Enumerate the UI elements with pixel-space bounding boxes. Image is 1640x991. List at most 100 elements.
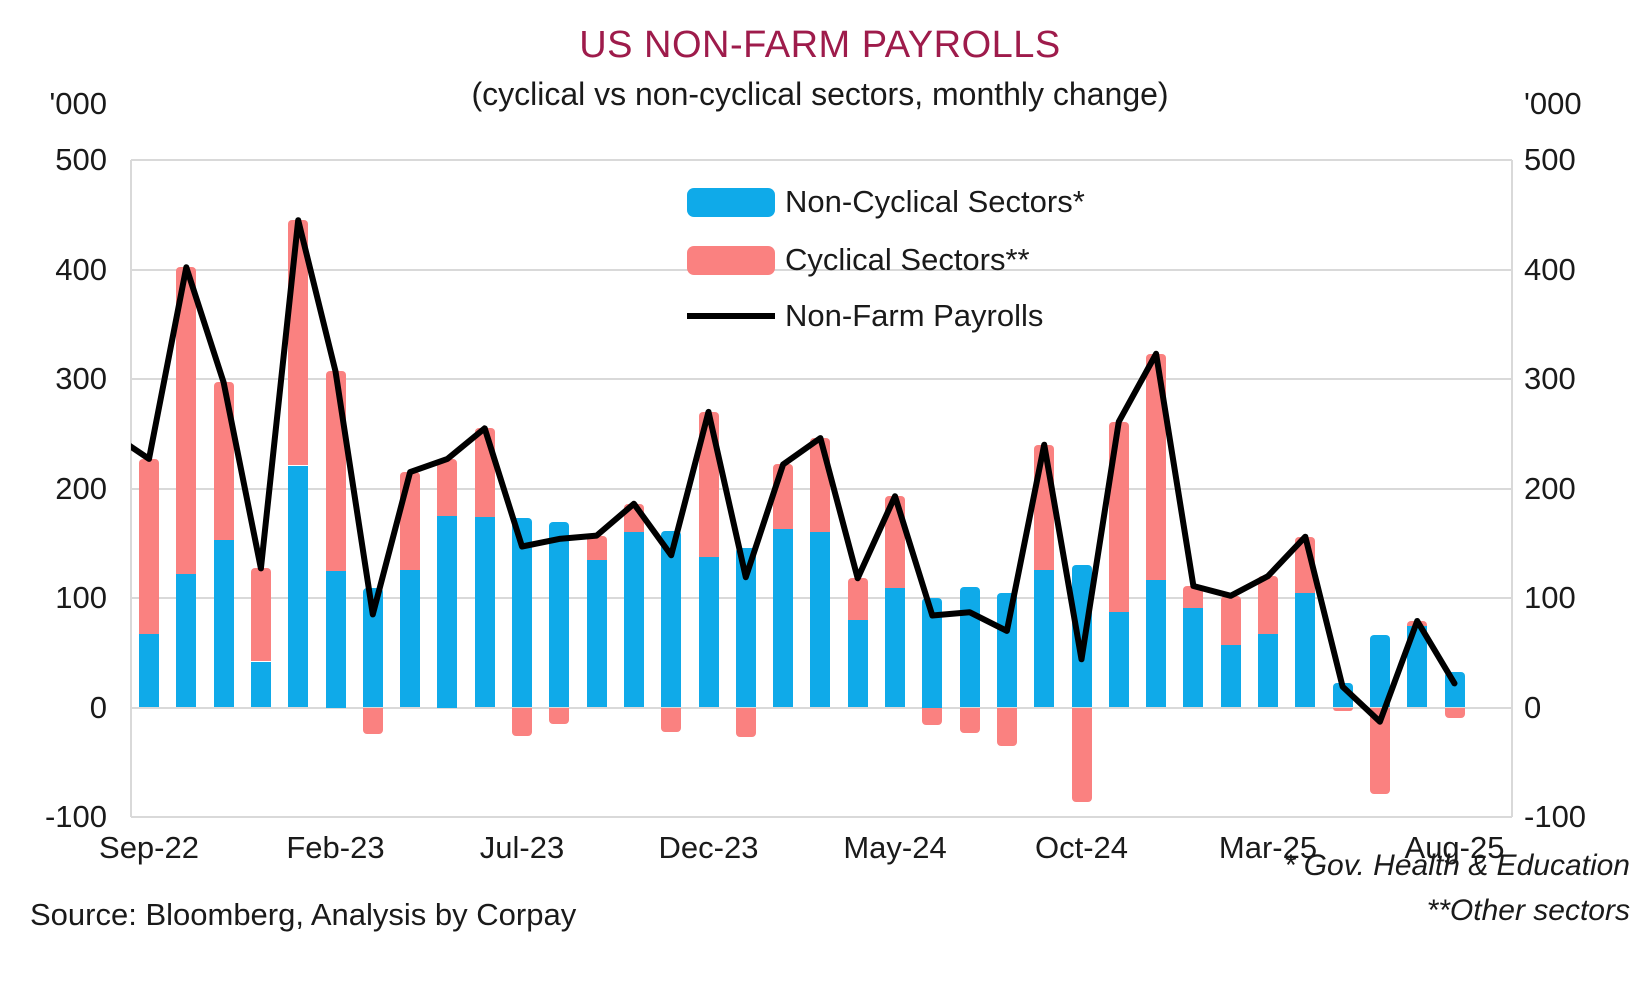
bar-non-cyclical-Jun-24: [922, 598, 943, 708]
bar-cyclical-Nov-22: [213, 382, 234, 540]
bar-non-cyclical-Jul-23: [512, 518, 532, 708]
bar-cyclical-Jan-24: [735, 707, 756, 738]
bar-cyclical-Sep-22: [139, 458, 159, 635]
bar-cyclical-May-25: [1332, 707, 1353, 711]
bar-cyclical-Oct-22: [176, 267, 197, 574]
bar-non-cyclical-May-23: [437, 515, 458, 708]
bar-cyclical-Nov-24: [1108, 421, 1129, 613]
bar-non-cyclical-May-25: [1332, 683, 1353, 708]
bar-cyclical-Oct-24: [1071, 707, 1092, 802]
y-tick-label-left: 0: [89, 689, 107, 725]
bar-non-cyclical-Mar-24: [810, 532, 831, 708]
bar-cyclical-Dec-22: [250, 568, 271, 662]
gridline-500: [131, 159, 1512, 161]
bar-cyclical-Sep-24: [1034, 444, 1055, 570]
bar-cyclical-Mar-25: [1258, 576, 1278, 635]
x-tick-label-Oct-24: Oct-24: [1034, 830, 1129, 865]
non-cyclical-swatch-icon: [687, 187, 775, 217]
y-tick-label-right: 300: [1524, 361, 1576, 396]
y-tick-label-right: 400: [1524, 251, 1576, 287]
bar-cyclical-Feb-25: [1220, 595, 1241, 646]
gridline--100: [131, 816, 1512, 818]
bar-non-cyclical-Jul-24: [959, 587, 980, 708]
x-tick-label-Mar-25: Mar-25: [1218, 830, 1318, 865]
y-tick-label-right: -100: [1524, 799, 1587, 834]
y-tick-label-left: 300: [55, 361, 107, 396]
bar-cyclical-Aug-25: [1444, 707, 1465, 719]
bar-non-cyclical-Apr-25: [1295, 592, 1316, 708]
y-tick-label-left: 400: [55, 251, 107, 287]
y-tick-label-right: 0: [1524, 689, 1542, 725]
bar-cyclical-Sep-23: [586, 535, 607, 560]
bar-non-cyclical-Jan-25: [1183, 607, 1204, 708]
footnote-gov-health-education: * Gov. Health & Education: [1283, 849, 1630, 882]
bar-cyclical-Jun-23: [474, 428, 495, 517]
plot-border-right: [1511, 160, 1513, 817]
bar-non-cyclical-Mar-23: [362, 588, 383, 708]
legend-item-payrolls-line: Non-Farm Payrolls: [687, 296, 1043, 336]
bar-cyclical-Jul-24: [959, 707, 980, 733]
x-tick-label-Jul-23: Jul-23: [479, 830, 565, 865]
bar-non-cyclical-Jan-23: [288, 465, 309, 708]
bar-non-cyclical-Feb-23: [325, 570, 346, 708]
bar-cyclical-Feb-23: [325, 371, 346, 571]
bar-non-cyclical-Nov-24: [1108, 612, 1129, 708]
bar-non-cyclical-Dec-23: [698, 557, 719, 708]
y-tick-label-left: -100: [44, 799, 107, 834]
bar-cyclical-Jul-25: [1407, 620, 1428, 627]
bar-non-cyclical-Feb-24: [773, 529, 794, 708]
bar-cyclical-Mar-24: [810, 438, 831, 533]
bar-cyclical-Aug-23: [549, 707, 570, 724]
y-tick-label-left: 100: [55, 580, 107, 615]
x-tick-label-May-24: May-24: [843, 830, 947, 865]
y-tick-label-right: 200: [1524, 470, 1576, 506]
bar-cyclical-Jun-25: [1369, 707, 1390, 794]
bar-cyclical-Apr-25: [1295, 536, 1316, 593]
bar-non-cyclical-Sep-23: [586, 559, 607, 708]
bar-cyclical-Mar-23: [362, 707, 383, 734]
bar-cyclical-Dec-24: [1146, 353, 1167, 581]
x-tick-label-Feb-23: Feb-23: [286, 830, 385, 865]
plot-border-left: [130, 160, 132, 817]
bar-non-cyclical-Oct-23: [623, 532, 644, 708]
x-tick-label-Dec-23: Dec-23: [658, 830, 759, 865]
chart-subtitle: (cyclical vs non-cyclical sectors, month…: [471, 76, 1169, 112]
bar-cyclical-May-24: [885, 496, 905, 589]
bar-cyclical-Apr-24: [847, 578, 868, 620]
bar-cyclical-Dec-23: [698, 411, 719, 558]
bar-non-cyclical-Mar-25: [1258, 634, 1278, 708]
y-tick-label-left: 500: [55, 142, 107, 177]
payrolls-line-swatch-icon: [687, 313, 775, 319]
legend-item-non-cyclical: Non-Cyclical Sectors*: [687, 182, 1085, 222]
bar-cyclical-Jan-25: [1183, 585, 1204, 608]
bar-non-cyclical-Jun-25: [1369, 635, 1390, 708]
x-tick-label-Aug-25: Aug-25: [1404, 830, 1505, 865]
bar-non-cyclical-Jan-24: [735, 547, 756, 708]
bar-non-cyclical-Nov-22: [213, 539, 234, 708]
bar-non-cyclical-Dec-24: [1146, 580, 1167, 708]
bar-non-cyclical-Aug-25: [1444, 672, 1465, 708]
footnote-other-sectors: **Other sectors: [1426, 894, 1630, 927]
bar-non-cyclical-Oct-24: [1071, 565, 1092, 708]
legend-label: Non-Cyclical Sectors*: [785, 184, 1085, 219]
bar-non-cyclical-Sep-22: [139, 634, 159, 708]
bar-non-cyclical-Feb-25: [1220, 645, 1241, 708]
legend-label: Non-Farm Payrolls: [785, 298, 1044, 333]
cyclical-swatch-icon: [687, 245, 775, 275]
y-tick-label-left: 200: [55, 470, 107, 506]
bar-non-cyclical-Aug-24: [996, 592, 1017, 708]
bar-cyclical-Feb-24: [773, 464, 794, 529]
source-note: Source: Bloomberg, Analysis by Corpay: [30, 897, 577, 932]
bar-cyclical-Apr-23: [400, 472, 421, 570]
bar-cyclical-May-23: [437, 458, 458, 516]
chart-title: US NON-FARM PAYROLLS: [579, 24, 1061, 66]
y-axis-unit-left: '000: [49, 86, 107, 121]
bar-non-cyclical-Jun-23: [474, 516, 495, 708]
legend-label: Cyclical Sectors**: [785, 242, 1030, 277]
bar-cyclical-Jun-24: [922, 707, 943, 726]
y-axis-unit-right: '000: [1524, 86, 1582, 121]
y-tick-label-right: 100: [1524, 580, 1576, 615]
bar-non-cyclical-Dec-22: [250, 661, 271, 708]
legend-item-cyclical: Cyclical Sectors**: [687, 240, 1030, 280]
